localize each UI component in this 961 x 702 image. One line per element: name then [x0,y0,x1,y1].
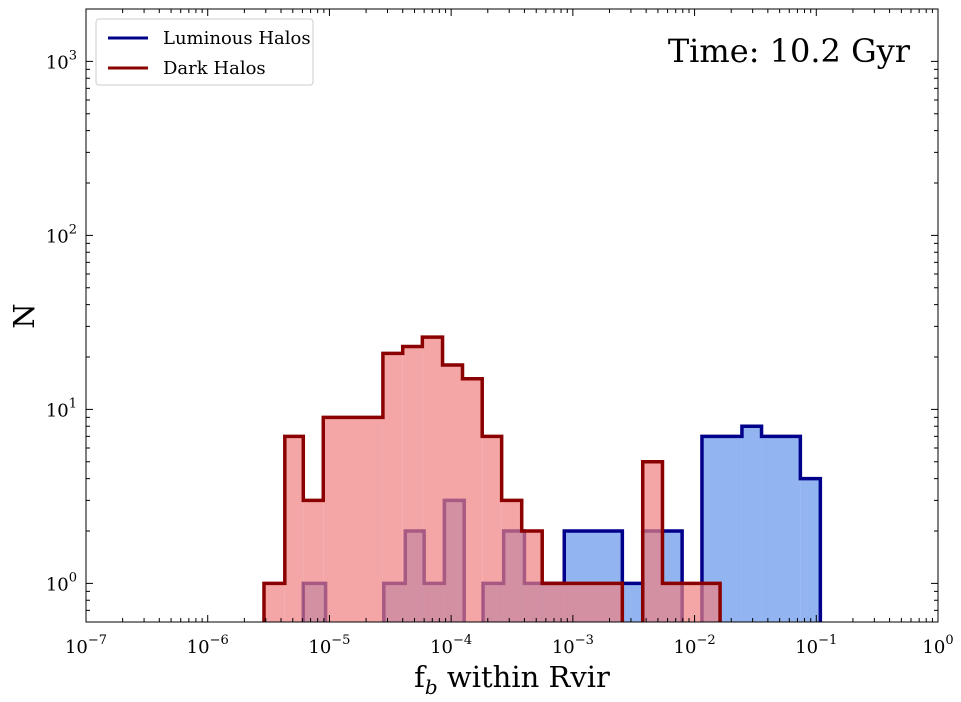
histogram-outline [262,335,625,622]
y-axis-label: N [7,303,41,328]
histogram-bar [442,364,463,622]
histogram-bar [800,478,821,622]
x-tick-label: 10−7 [65,633,107,658]
x-axis-label: fb within Rvir [414,660,610,699]
histogram-bar [741,426,762,622]
plot-frame [85,8,939,623]
x-tick-label: 10−6 [187,633,229,658]
legend-label: Dark Halos [163,58,266,79]
y-tick-label: 102 [46,222,77,247]
x-axis-label-main: f [414,660,427,694]
histogram-bar [263,583,285,622]
histogram-bar [422,337,443,622]
histogram-bar [501,500,522,622]
legend-label: Luminous Halos [163,28,311,49]
series-dark-halos [262,335,722,622]
histogram-bar [542,583,623,622]
y-tick-label: 101 [46,396,77,421]
histogram-outline [640,460,722,622]
histogram-bar [761,436,801,622]
x-tick-label: 10−1 [795,633,837,658]
x-tick-label: 10−5 [308,633,350,658]
y-tick-label: 100 [46,570,77,595]
histogram-bar [662,583,721,622]
histogram-bar [521,531,543,622]
y-tick-label: 103 [46,48,77,73]
x-axis-label-subscript: b [425,675,438,699]
histogram-bar [382,353,403,622]
histogram-bar [303,500,324,622]
histogram-bar [323,417,383,622]
histogram-bar [402,346,423,622]
legend: Luminous Halos Dark Halos [95,18,314,86]
histogram-bar [642,461,663,622]
x-tick-label: 10−4 [430,633,472,658]
x-tick-label: 10−3 [552,633,594,658]
x-tick-label: 10−2 [674,633,716,658]
x-axis-label-rest: within Rvir [438,660,610,694]
x-tick-label: 100 [922,633,953,658]
histogram-bar [482,436,502,622]
legend-box [95,18,314,86]
histogram-bar [462,378,483,622]
histogram-bar [284,436,304,622]
time-annotation: Time: 10.2 Gyr [668,32,911,70]
histogram-outline [700,424,823,622]
histogram-bar [622,583,643,622]
series-layer [262,335,823,622]
axis-ticks: 10−7 10−6 10−5 10−4 10−3 10−2 10−1 100 100 101 102… [46,8,954,658]
